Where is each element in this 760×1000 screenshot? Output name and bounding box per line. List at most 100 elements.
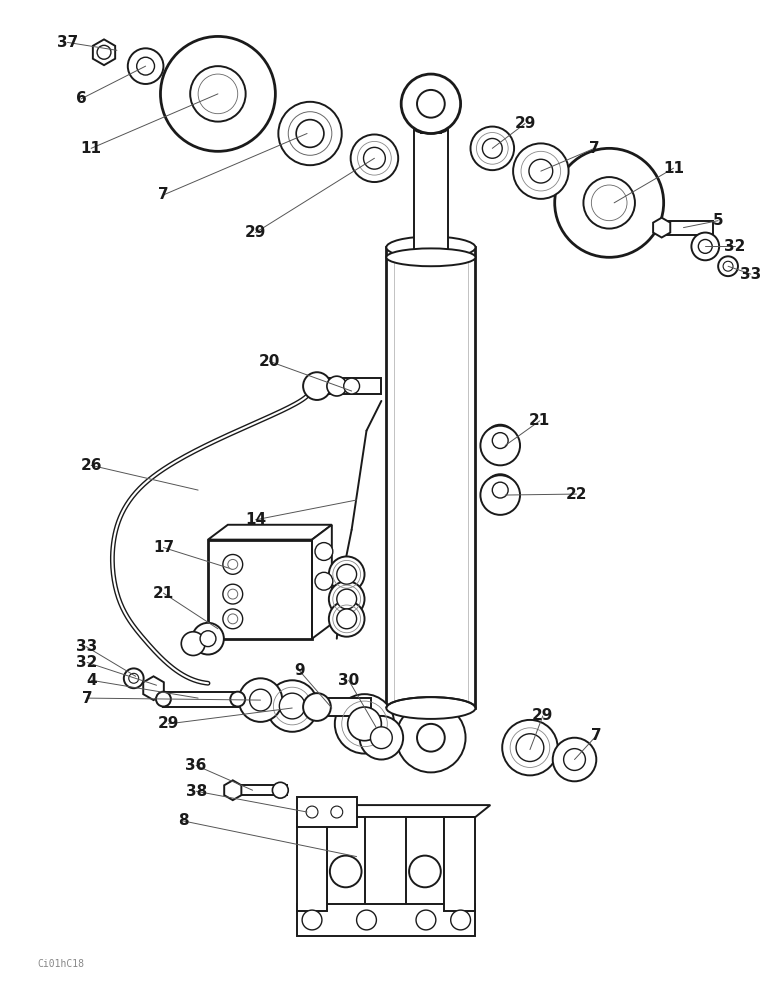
Polygon shape bbox=[297, 805, 490, 817]
Circle shape bbox=[417, 724, 445, 752]
Circle shape bbox=[513, 143, 568, 199]
Circle shape bbox=[182, 632, 205, 656]
Text: 7: 7 bbox=[589, 141, 600, 156]
Circle shape bbox=[564, 749, 585, 770]
Circle shape bbox=[529, 159, 553, 183]
Text: 29: 29 bbox=[515, 116, 536, 131]
Circle shape bbox=[335, 694, 394, 754]
Circle shape bbox=[553, 738, 597, 781]
Circle shape bbox=[480, 426, 520, 465]
Circle shape bbox=[228, 559, 238, 569]
Circle shape bbox=[502, 720, 558, 775]
Circle shape bbox=[272, 782, 288, 798]
Text: 8: 8 bbox=[178, 813, 188, 828]
Circle shape bbox=[267, 680, 318, 732]
Circle shape bbox=[327, 376, 347, 396]
Text: 21: 21 bbox=[153, 586, 174, 601]
Text: 7: 7 bbox=[591, 728, 602, 743]
Circle shape bbox=[302, 910, 322, 930]
Circle shape bbox=[128, 673, 138, 683]
Circle shape bbox=[337, 609, 356, 629]
Circle shape bbox=[483, 138, 502, 158]
Circle shape bbox=[329, 601, 365, 637]
Bar bbox=[297, 817, 327, 911]
Circle shape bbox=[200, 631, 216, 647]
Circle shape bbox=[470, 127, 514, 170]
Circle shape bbox=[329, 581, 365, 617]
Circle shape bbox=[480, 475, 520, 515]
Text: 37: 37 bbox=[57, 35, 78, 50]
Circle shape bbox=[584, 177, 635, 229]
Text: 32: 32 bbox=[724, 239, 746, 254]
Bar bbox=[208, 540, 312, 639]
Text: 14: 14 bbox=[245, 512, 266, 527]
Bar bbox=[421, 104, 441, 133]
Ellipse shape bbox=[414, 124, 448, 133]
Circle shape bbox=[516, 734, 544, 762]
Ellipse shape bbox=[386, 697, 476, 719]
Circle shape bbox=[344, 378, 359, 394]
Circle shape bbox=[329, 556, 365, 592]
Circle shape bbox=[278, 102, 342, 165]
Text: 33: 33 bbox=[75, 639, 97, 654]
Circle shape bbox=[370, 727, 392, 749]
Text: 7: 7 bbox=[158, 187, 169, 202]
Circle shape bbox=[356, 910, 376, 930]
Text: 21: 21 bbox=[529, 413, 550, 428]
Bar bbox=[163, 692, 238, 707]
Circle shape bbox=[698, 239, 712, 253]
Polygon shape bbox=[93, 39, 116, 65]
Circle shape bbox=[228, 614, 238, 624]
Text: 20: 20 bbox=[258, 354, 280, 369]
Bar bbox=[317, 378, 382, 394]
Polygon shape bbox=[143, 676, 164, 700]
Text: 26: 26 bbox=[81, 458, 102, 473]
Bar bbox=[317, 698, 372, 716]
Text: 11: 11 bbox=[81, 141, 102, 156]
Text: 17: 17 bbox=[153, 540, 174, 555]
Circle shape bbox=[723, 261, 733, 271]
Circle shape bbox=[315, 543, 333, 560]
Polygon shape bbox=[312, 525, 332, 639]
Circle shape bbox=[337, 564, 356, 584]
Circle shape bbox=[359, 716, 403, 760]
Text: 29: 29 bbox=[532, 708, 553, 723]
Circle shape bbox=[160, 36, 275, 151]
Circle shape bbox=[331, 806, 343, 818]
Text: 6: 6 bbox=[76, 91, 87, 106]
Circle shape bbox=[124, 668, 144, 688]
Bar bbox=[297, 904, 476, 936]
Circle shape bbox=[223, 584, 242, 604]
Circle shape bbox=[97, 45, 111, 59]
Ellipse shape bbox=[386, 248, 476, 266]
Circle shape bbox=[492, 433, 508, 448]
Polygon shape bbox=[224, 780, 242, 800]
Circle shape bbox=[591, 185, 627, 221]
Text: 9: 9 bbox=[294, 663, 305, 678]
Polygon shape bbox=[653, 218, 670, 238]
Ellipse shape bbox=[386, 237, 476, 258]
Text: 38: 38 bbox=[185, 784, 207, 799]
Circle shape bbox=[228, 589, 238, 599]
Circle shape bbox=[223, 609, 242, 629]
Circle shape bbox=[451, 910, 470, 930]
Circle shape bbox=[303, 693, 331, 721]
Circle shape bbox=[347, 707, 382, 741]
Circle shape bbox=[249, 689, 271, 711]
Bar bbox=[406, 817, 444, 911]
Circle shape bbox=[718, 256, 738, 276]
Circle shape bbox=[492, 482, 508, 498]
Circle shape bbox=[484, 425, 516, 456]
Bar bbox=[662, 221, 713, 235]
Text: 30: 30 bbox=[338, 673, 359, 688]
Circle shape bbox=[128, 48, 163, 84]
Polygon shape bbox=[208, 525, 332, 540]
Circle shape bbox=[692, 233, 719, 260]
Circle shape bbox=[137, 57, 154, 75]
Circle shape bbox=[416, 910, 435, 930]
Circle shape bbox=[192, 623, 224, 655]
Text: 11: 11 bbox=[663, 161, 684, 176]
Text: 5: 5 bbox=[713, 213, 724, 228]
Circle shape bbox=[337, 589, 356, 609]
Bar bbox=[297, 797, 356, 827]
